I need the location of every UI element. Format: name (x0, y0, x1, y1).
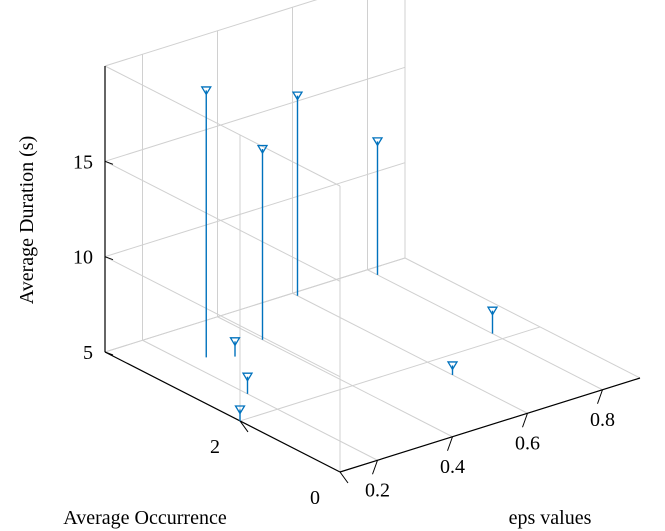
y-axis-title: Average Occurrence (63, 507, 227, 529)
z-tick-label: 5 (83, 342, 93, 364)
x-tick-label: 0.6 (515, 432, 540, 454)
x-axis-title: eps values (509, 507, 592, 529)
floor-grid-line (292, 292, 528, 414)
data-stems (200, 86, 499, 421)
floor-grid-line (239, 326, 541, 422)
y-axis-line (104, 351, 341, 473)
side-wall-grid-line (104, 160, 341, 282)
y-tick-label: 2 (210, 436, 220, 458)
stem-marker (234, 405, 246, 415)
x-tick-mark (522, 413, 528, 428)
z-tick-label: 15 (73, 151, 93, 173)
x-tick-mark (447, 436, 453, 451)
z-axis-title: Average Duration (s) (16, 136, 38, 304)
x-tick-label: 0.8 (590, 409, 615, 431)
stem-marker (446, 361, 459, 371)
box-edge (104, 257, 406, 353)
z-tick-mark (104, 256, 114, 261)
back-wall-grid-line (104, 162, 406, 258)
tick-labels: 0.2 0.4 0.6 0.8 0 2 5 10 15 (73, 151, 615, 509)
side-wall-grid-line (104, 256, 341, 378)
stem-marker (291, 91, 304, 101)
floor-grid-line (367, 269, 603, 391)
z-tick-mark (104, 160, 114, 165)
stem-marker (256, 144, 269, 155)
stem-marker (200, 86, 212, 96)
box-edge (404, 257, 641, 379)
box-edge (104, 65, 341, 187)
z-tick-label: 10 (73, 247, 93, 269)
x-tick-label: 0.4 (440, 456, 465, 478)
x-tick-mark (597, 389, 603, 404)
y-tick-mark (239, 420, 249, 433)
stem-marker (229, 337, 241, 347)
stem-marker (486, 306, 499, 316)
y-tick-mark (339, 471, 349, 484)
axes (104, 66, 641, 484)
y-tick-label: 0 (310, 487, 320, 509)
box-edge (104, 0, 318, 67)
stem-marker (241, 372, 254, 382)
back-wall-grid-line (104, 66, 406, 162)
stem-marker (371, 137, 384, 147)
floor-grid-line (217, 316, 453, 438)
floor-grid-line (142, 339, 378, 461)
x-tick-label: 0.2 (365, 479, 390, 501)
z-tick-mark (104, 351, 114, 356)
x-tick-mark (372, 460, 378, 475)
x-axis-line (339, 377, 641, 473)
grid-lines (104, 0, 641, 473)
